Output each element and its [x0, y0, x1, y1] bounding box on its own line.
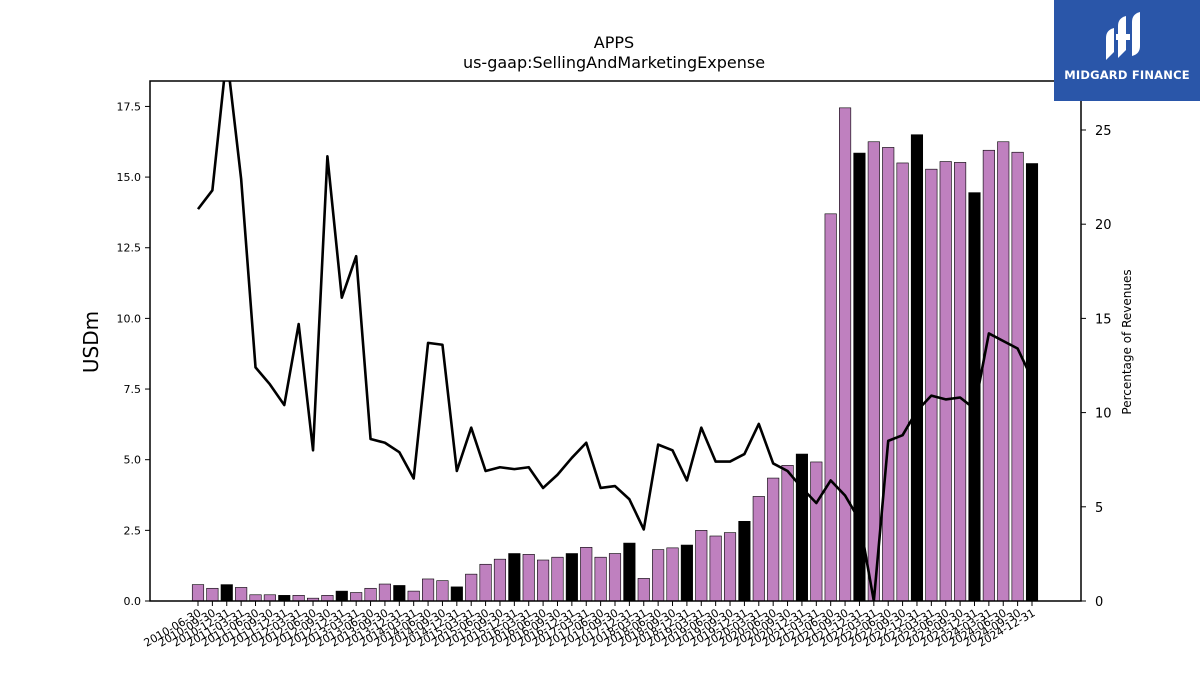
y-tick-label: 5.0	[124, 454, 142, 467]
logo-badge: MIDGARD FINANCE	[1054, 0, 1200, 101]
bar-2016-09-30	[551, 556, 564, 602]
bar-2015-12-31	[508, 553, 521, 602]
y2-tick-label: 10	[1095, 407, 1112, 422]
bar-2022-06-30	[882, 147, 895, 602]
bar-2012-12-31	[335, 590, 348, 602]
bar-2018-03-31	[637, 578, 650, 602]
bar-2018-09-30	[666, 547, 679, 602]
bar-2024-09-30	[1011, 151, 1024, 602]
bar-2020-06-30	[767, 477, 780, 602]
bar-2010-09-30	[206, 587, 219, 602]
bar-2022-12-31	[910, 134, 924, 602]
bar-2018-06-30	[652, 549, 665, 602]
bar-2017-06-30	[594, 556, 607, 602]
bar-2017-09-30	[608, 553, 622, 602]
bar-2011-09-30	[263, 594, 276, 602]
bar-2013-12-31	[393, 585, 406, 602]
bar-2014-12-31	[450, 586, 463, 602]
y2-tick-label: 15	[1095, 312, 1112, 327]
bar-2010-06-30	[191, 584, 205, 602]
bar-2011-03-31	[235, 587, 248, 602]
bar-2023-06-30	[939, 161, 952, 602]
chart-title: APPS	[594, 33, 634, 52]
bar-2013-09-30	[378, 583, 391, 602]
bar-2024-03-31	[982, 149, 995, 602]
bar-2020-09-30	[781, 465, 794, 602]
bar-2014-09-30	[436, 580, 449, 602]
y-tick-label: 0.0	[124, 595, 142, 608]
bar-2024-12-31	[1025, 163, 1039, 602]
bar-2020-03-31	[752, 496, 765, 602]
percentage-of-revenues-line	[196, 81, 1034, 601]
y-axis-label: USDm	[79, 311, 103, 373]
midgard-logo-icon	[1106, 12, 1140, 60]
y-tick-label: 12.5	[117, 242, 142, 255]
bar-2021-03-31	[810, 461, 823, 602]
bar-2017-12-31	[623, 542, 636, 602]
y-tick-label: 15.0	[117, 171, 142, 184]
bar-2021-12-31	[853, 152, 866, 602]
bar-2013-03-31	[350, 592, 363, 602]
bar-2016-06-30	[537, 559, 550, 602]
bar-2019-03-31	[695, 530, 708, 602]
y2-tick-label: 5	[1095, 501, 1103, 516]
bar-2024-06-30	[997, 141, 1010, 602]
y2-tick-label: 25	[1095, 124, 1112, 139]
y-tick-label: 7.5	[124, 383, 142, 396]
bar-2014-06-30	[422, 578, 435, 602]
bar-2017-03-31	[580, 546, 593, 602]
y2-axis-label: Percentage of Revenues	[1120, 269, 1134, 414]
bar-2015-06-30	[479, 563, 492, 602]
bar-2023-03-31	[925, 168, 938, 602]
y2-tick-label: 0	[1095, 595, 1103, 610]
bar-2022-09-30	[896, 162, 909, 602]
bar-2015-03-31	[465, 573, 478, 602]
bar-2021-06-30	[824, 213, 837, 602]
bar-2012-09-30	[321, 595, 334, 602]
y2-tick-label: 20	[1095, 218, 1112, 233]
bar-2011-12-31	[278, 595, 291, 602]
bar-2023-12-31	[968, 192, 981, 602]
bar-2018-12-31	[680, 544, 693, 602]
bar-2019-06-30	[709, 535, 722, 602]
bar-2023-09-30	[954, 162, 967, 602]
y-tick-label: 10.0	[117, 312, 142, 325]
bar-2021-09-30	[839, 107, 852, 602]
bar-2011-06-30	[249, 594, 262, 602]
bar-2015-09-30	[493, 558, 507, 602]
bar-2014-03-31	[407, 590, 420, 602]
y-tick-label: 17.5	[117, 100, 142, 113]
bar-2020-12-31	[795, 453, 808, 602]
logo-text: MIDGARD FINANCE	[1064, 68, 1190, 82]
y-tick-label: 2.5	[124, 524, 142, 537]
bar-2019-12-31	[738, 520, 751, 602]
bar-2019-09-30	[723, 532, 737, 602]
bar-2010-12-31	[220, 584, 233, 602]
bar-2012-03-31	[292, 595, 305, 602]
bar-2016-12-31	[565, 553, 578, 602]
chart-subtitle: us-gaap:SellingAndMarketingExpense	[463, 53, 765, 72]
bar-2016-03-31	[522, 554, 535, 602]
bar-2013-06-30	[364, 587, 377, 602]
bar-2022-03-31	[867, 141, 880, 602]
